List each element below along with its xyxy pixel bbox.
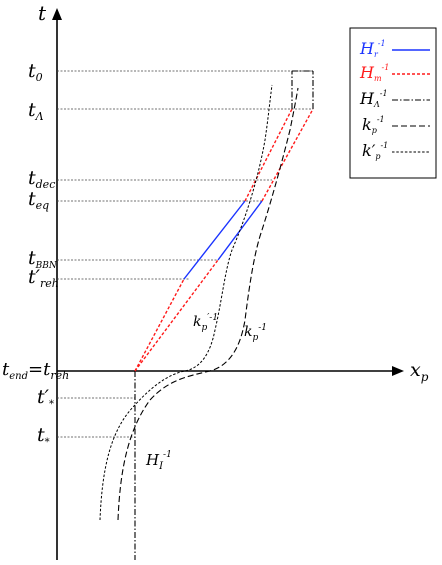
time-axis-label: t [38,1,47,25]
svg-text:Hm-1: Hm-1 [359,63,389,83]
Hm-inverse-lower-b [244,108,293,202]
x-axis-label: xp [410,359,429,384]
kp-inverse-curve [117,87,299,521]
label-tstar-prime: t′* [37,386,54,410]
annotation-HI: HI-1 [145,450,172,472]
label-t0: t0 [28,60,43,84]
legend-item-Hr: Hr-1 [359,39,430,59]
annotation-kp-prime: kp′-1 [193,313,218,333]
legend-item-Hm: Hm-1 [359,63,430,83]
time-axis-arrow [52,8,62,20]
annotation-kp: kp-1 [244,323,267,343]
Hr-inverse-lower [183,200,246,280]
label-teq: teq [28,188,49,212]
Hm-inverse-lower-a [134,278,185,372]
label-tLambda: tΛ [28,99,44,123]
label-tdec: tdec [28,167,55,191]
kp-prime-inverse-curve [99,84,273,521]
label-tend-treh: tend=treh [2,359,69,382]
x-axis-arrow [392,366,404,376]
svg-text:HΛ-1: HΛ-1 [359,89,388,109]
legend-item-kp-prime: k′p-1 [362,141,430,161]
Hm-inverse-upper-b [261,108,314,202]
legend-item-kp: kp-1 [362,115,430,135]
label-treh-prime: t′reh [28,266,59,290]
label-tBBN: tBBN [28,247,58,271]
svg-text:Hr-1: Hr-1 [359,39,386,59]
Hm-inverse-upper-a [134,259,219,372]
label-tstar: t* [37,424,50,448]
legend-item-HLambda: HΛ-1 [359,89,430,109]
svg-text:kp-1: kp-1 [362,115,385,135]
legend-box [349,27,437,179]
svg-text:k′p-1: k′p-1 [362,141,388,161]
